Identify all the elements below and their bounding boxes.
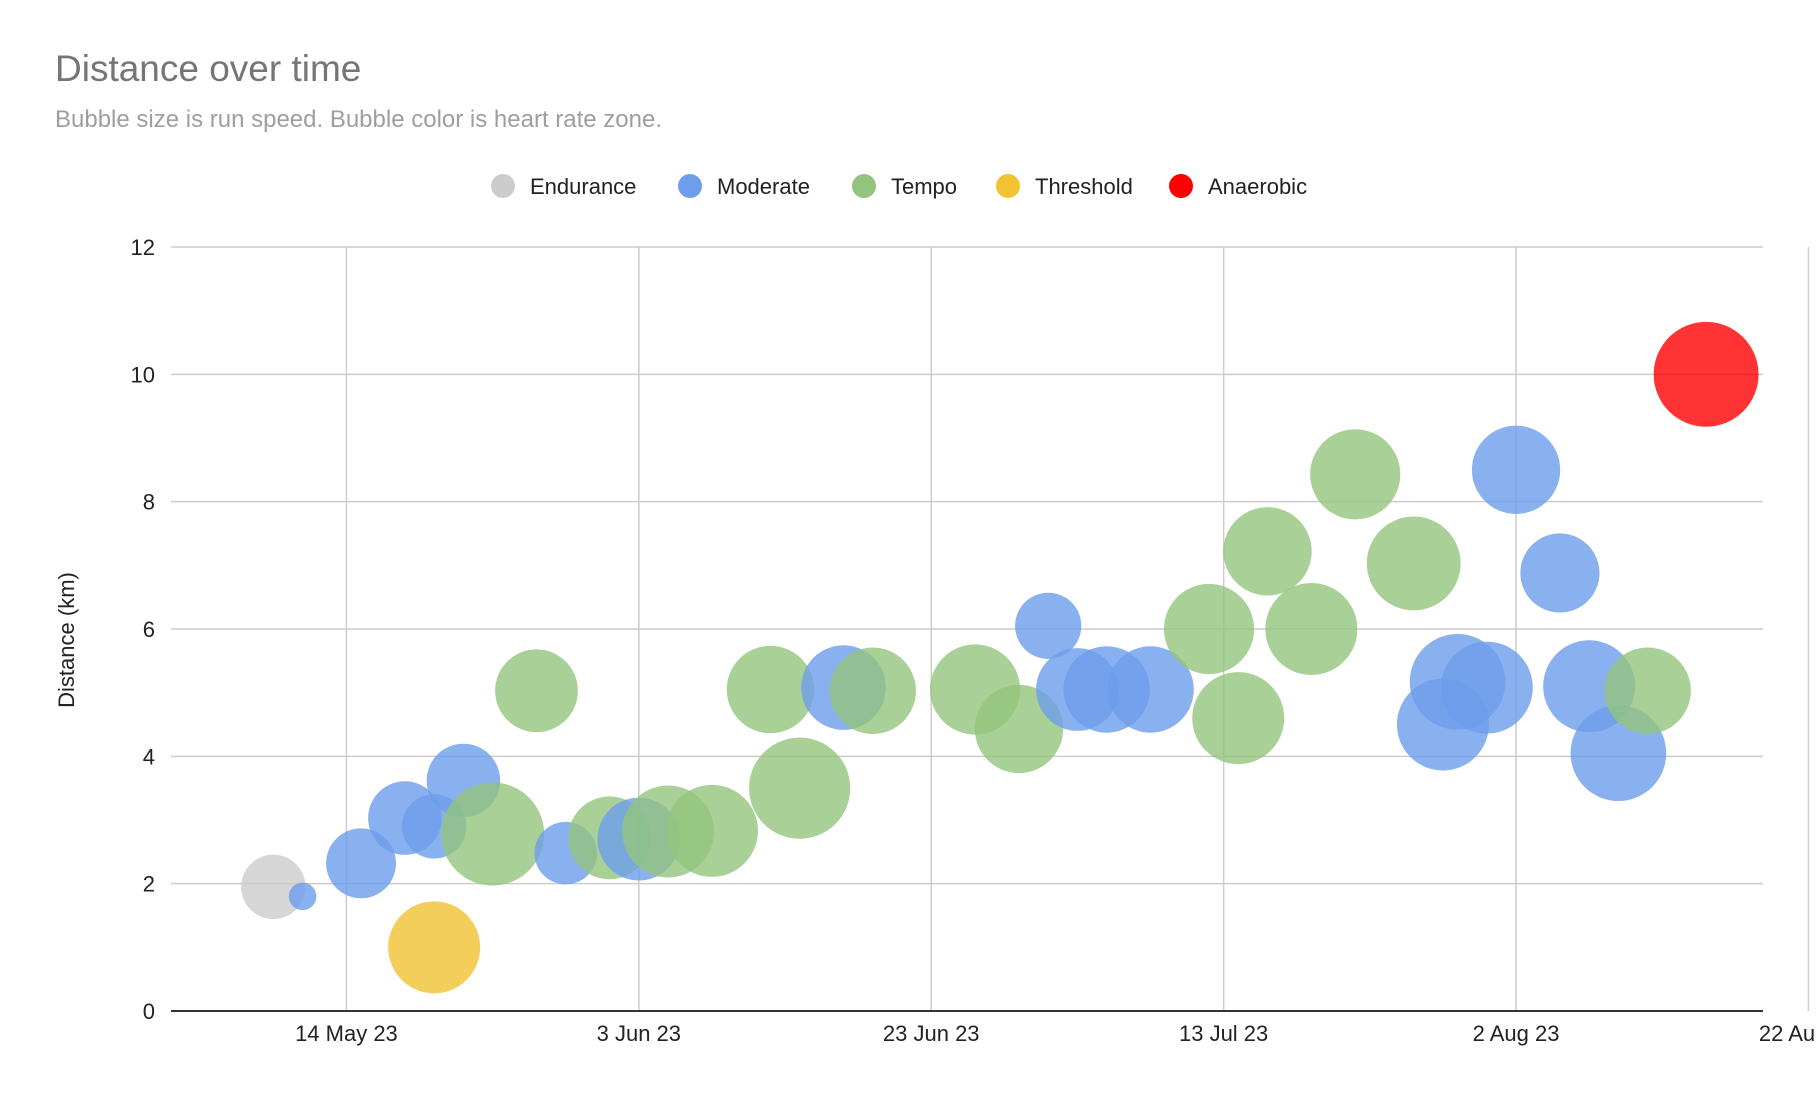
- chart-subtitle: Bubble size is run speed. Bubble color i…: [55, 106, 663, 133]
- bubble-tempo: [1192, 672, 1285, 765]
- bubble-endurance: [241, 854, 306, 920]
- legend-swatch-tempo: [852, 174, 876, 198]
- bubble-tempo: [495, 649, 578, 733]
- y-tick-label: 4: [143, 744, 155, 769]
- bubble-tempo: [1604, 647, 1691, 734]
- bubble-tempo: [749, 737, 851, 839]
- bubble-moderate: [1471, 425, 1561, 514]
- bubble-anaerobic: [1653, 321, 1759, 427]
- y-tick-label: 8: [143, 490, 155, 515]
- x-tick-label: 13 Jul 23: [1179, 1021, 1268, 1046]
- legend-swatch-moderate: [678, 174, 702, 198]
- legend-swatch-endurance: [491, 174, 515, 198]
- legend-label-threshold: Threshold: [1035, 174, 1133, 199]
- legend-label-moderate: Moderate: [717, 174, 810, 199]
- x-tick-label: 23 Jun 23: [883, 1021, 980, 1046]
- bubble-threshold: [388, 901, 481, 994]
- legend-label-anaerobic: Anaerobic: [1208, 174, 1307, 199]
- bubble-moderate: [288, 882, 317, 911]
- x-tick-label: 22 Aug 23: [1759, 1021, 1816, 1046]
- y-tick-label: 12: [131, 235, 155, 260]
- bubble-tempo: [441, 782, 545, 886]
- bubble-moderate: [1520, 533, 1600, 613]
- y-tick-label: 2: [143, 872, 155, 897]
- chart-title: Distance over time: [55, 48, 362, 89]
- bubble-tempo: [1310, 429, 1401, 520]
- bubble-moderate: [326, 828, 397, 899]
- legend-swatch-threshold: [996, 174, 1020, 198]
- bubble-tempo: [1163, 583, 1255, 675]
- bubble-moderate: [1107, 646, 1194, 733]
- bubble-tempo: [1265, 583, 1358, 675]
- legend-swatch-anaerobic: [1169, 174, 1193, 198]
- bubble-tempo: [726, 645, 815, 734]
- x-tick-label: 14 May 23: [295, 1021, 398, 1046]
- y-axis-title: Distance (km): [54, 572, 79, 708]
- x-tick-label: 3 Jun 23: [597, 1021, 681, 1046]
- bubble-tempo: [829, 647, 916, 734]
- bubble-tempo: [665, 784, 758, 877]
- bubble-tempo: [1223, 507, 1312, 596]
- x-tick-label: 2 Aug 23: [1473, 1021, 1560, 1046]
- bubble-moderate: [1440, 641, 1533, 734]
- legend-label-tempo: Tempo: [891, 174, 957, 199]
- y-tick-label: 0: [143, 999, 155, 1024]
- y-tick-label: 6: [143, 617, 155, 642]
- legend-label-endurance: Endurance: [530, 174, 636, 199]
- bubble-moderate: [1015, 592, 1082, 659]
- bubble-tempo: [1366, 516, 1461, 611]
- y-tick-label: 10: [131, 362, 155, 387]
